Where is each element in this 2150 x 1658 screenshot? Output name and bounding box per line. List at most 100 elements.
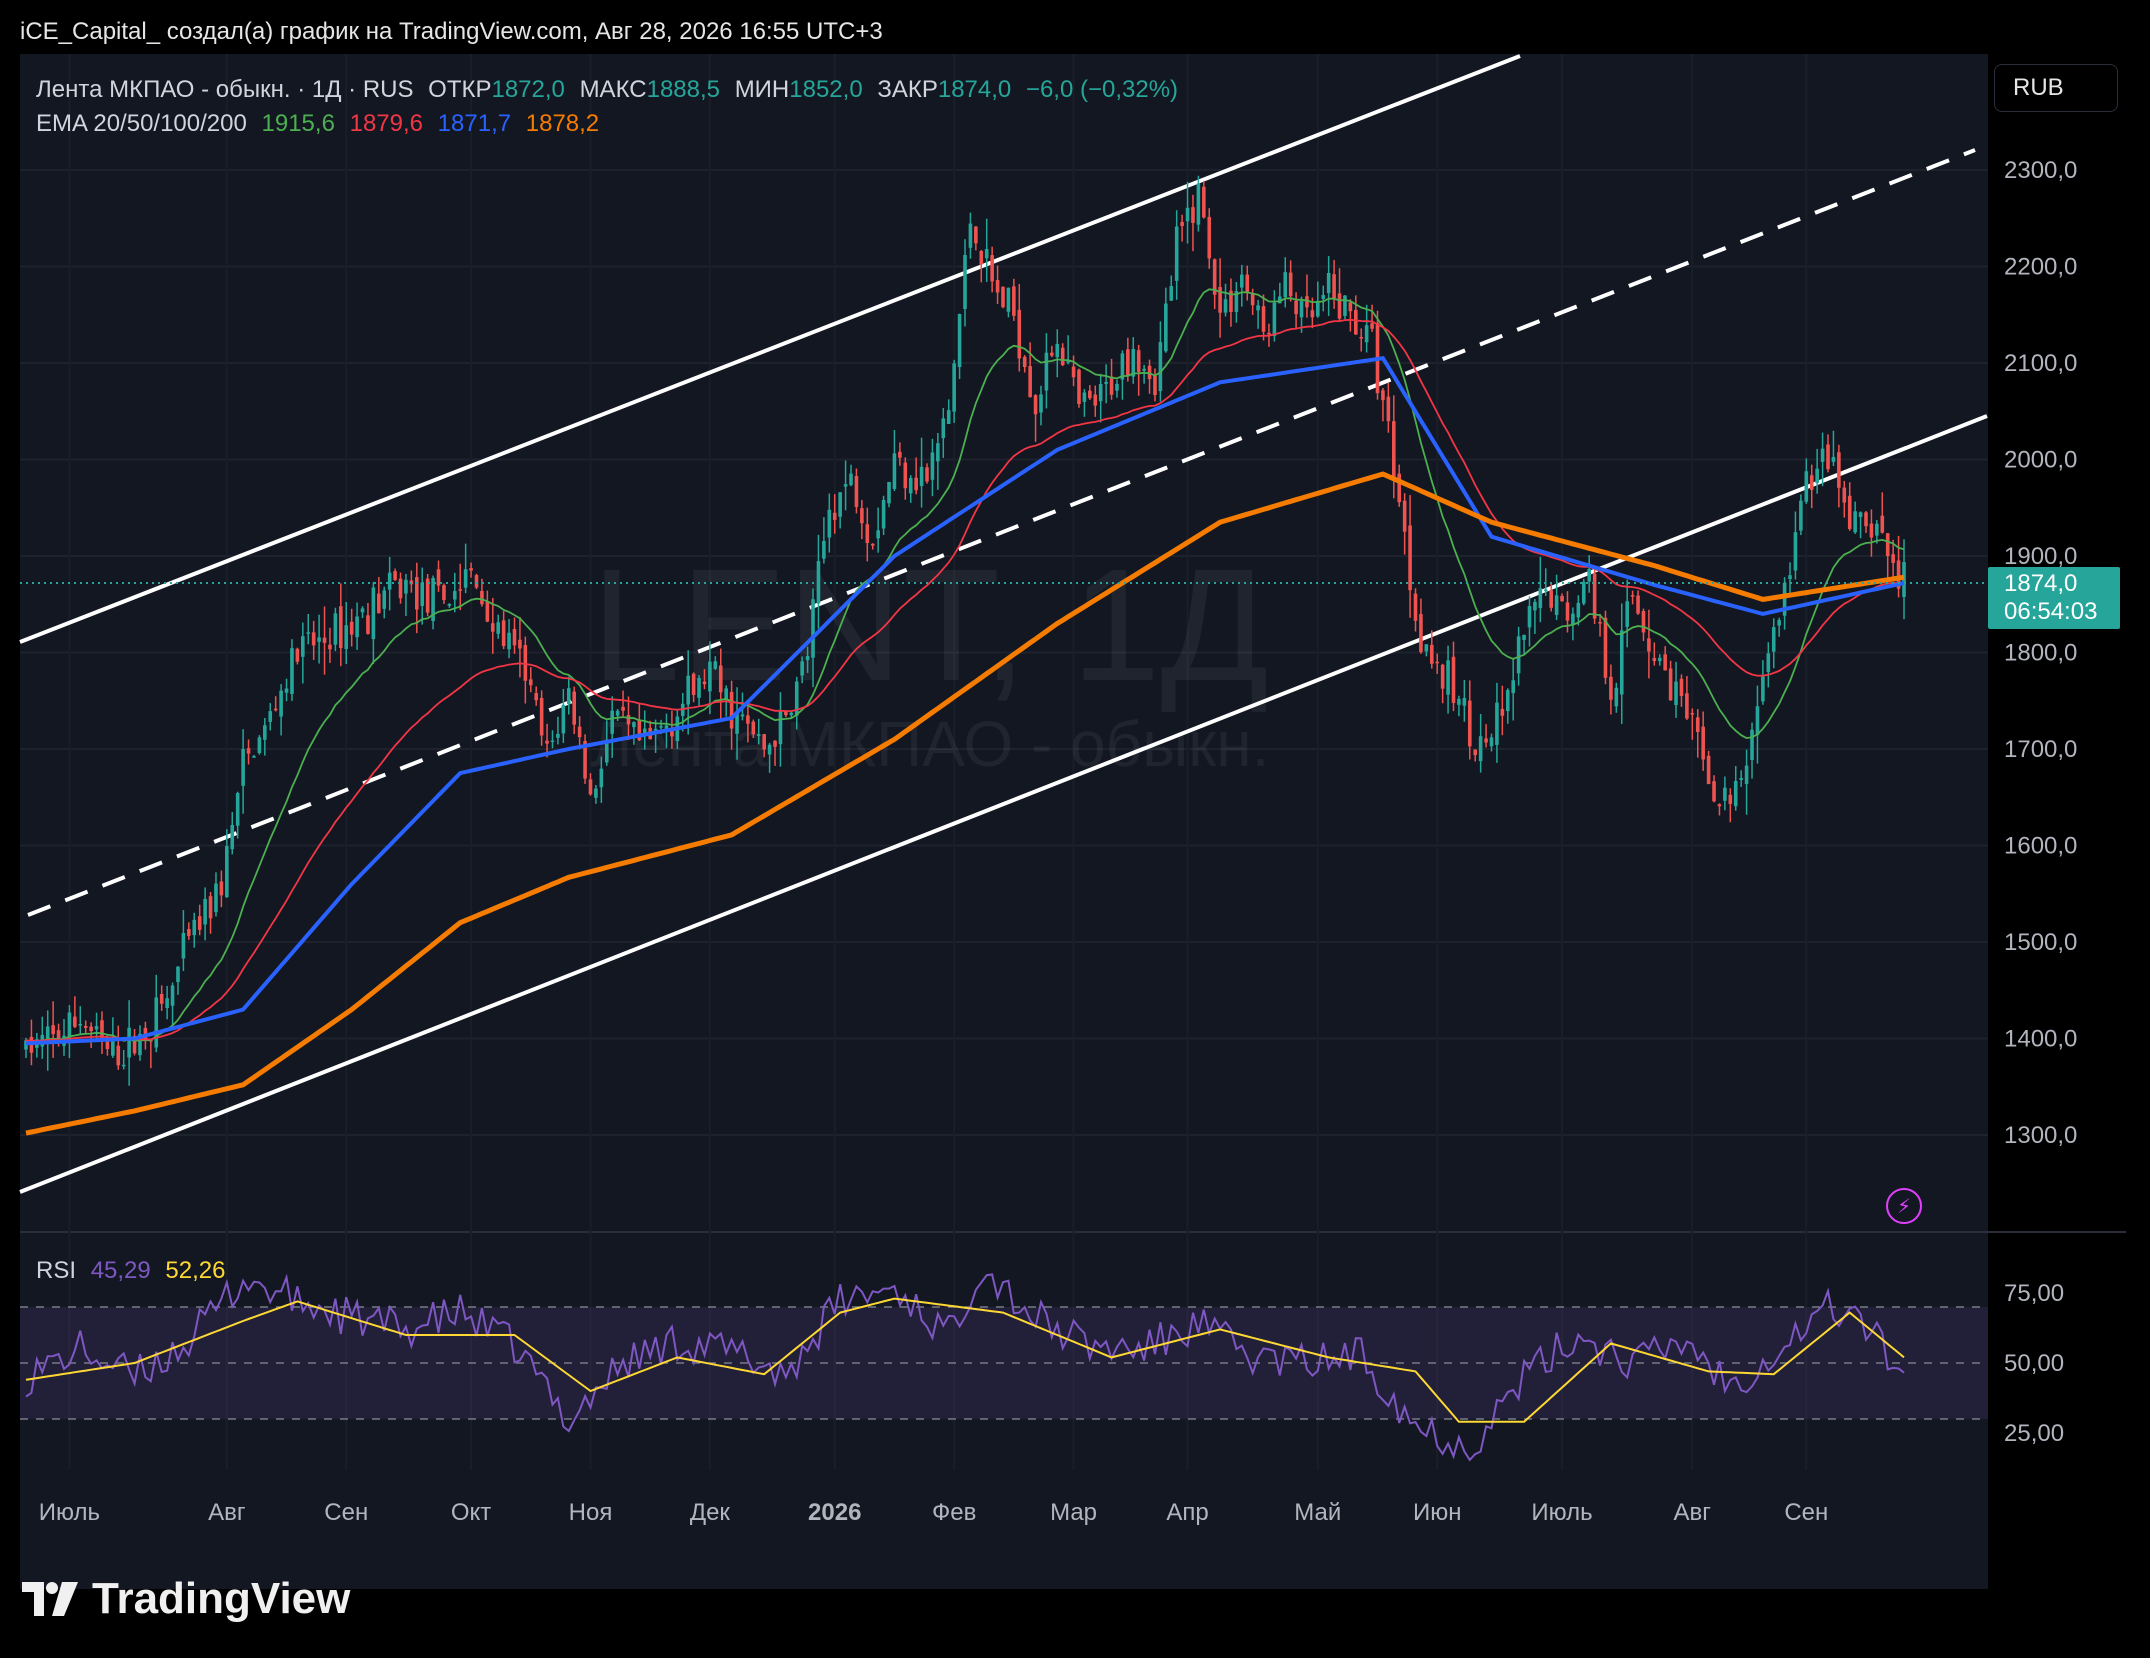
candle-body — [1126, 349, 1130, 377]
rsi-tick-label: 50,00 — [2004, 1350, 2064, 1377]
candle-body — [1451, 656, 1456, 703]
trend-channel[interactable] — [19, 54, 1988, 1194]
candle-body — [431, 577, 435, 622]
candle-body — [577, 726, 582, 738]
time-tick-label: Авг — [208, 1499, 246, 1526]
candle-body — [1153, 375, 1157, 396]
candle-body — [1837, 452, 1841, 488]
last-price-value: 1874,0 — [2004, 570, 2078, 597]
candle-body — [1104, 381, 1108, 384]
candle-body — [870, 543, 875, 546]
candle-body — [1440, 664, 1445, 689]
candle-body — [1793, 532, 1798, 571]
candle-body — [252, 756, 256, 758]
rsi-tick-label: 75,00 — [2004, 1280, 2064, 1307]
candle-body — [1370, 323, 1374, 329]
candle-body — [154, 997, 159, 1048]
rsi-legend[interactable]: RSI 45,29 52,26 — [36, 1257, 225, 1285]
candle-body — [279, 690, 283, 717]
candle-body — [121, 1064, 126, 1067]
candle-body — [1337, 293, 1342, 319]
candle-body — [610, 710, 614, 734]
candle-body — [822, 541, 826, 559]
candle-body — [1701, 726, 1705, 760]
candle-body — [588, 779, 593, 795]
time-axis: Июль Авг Сен Окт Ноя Дек 2026 Фев Мар Апр Май Июн Ию… — [39, 1499, 1828, 1526]
candle-body — [865, 524, 870, 543]
high-value: 1888,5 — [646, 76, 721, 103]
candle-body — [1028, 366, 1032, 398]
candle-body — [811, 599, 815, 658]
candle-body — [1847, 495, 1852, 530]
ema-legend[interactable]: EMA 20/50/100/200 1915,6 1879,6 1871,7 1… — [36, 110, 599, 138]
watermark-name: Лента МКПАО - обыкн. — [591, 708, 1270, 780]
candle-body — [1343, 295, 1347, 317]
candle-body — [1864, 512, 1868, 527]
candle-body — [1641, 611, 1646, 633]
candle-body — [1484, 738, 1488, 743]
candle-body — [832, 512, 837, 520]
candle-body — [1267, 332, 1271, 335]
candle-body — [306, 632, 311, 634]
candle-body — [311, 632, 316, 646]
brand-name: TradingView — [92, 1574, 351, 1623]
candle-body — [545, 740, 549, 744]
time-tick-label: Мар — [1050, 1499, 1097, 1526]
candle-body — [746, 715, 750, 724]
candle-body — [528, 679, 533, 686]
candle-body — [1223, 299, 1228, 313]
candle-body — [45, 1026, 50, 1042]
candle-body — [1549, 590, 1553, 608]
candle-body — [1397, 473, 1402, 503]
candle-body — [1695, 717, 1700, 733]
candle-body — [1381, 390, 1385, 401]
channel-middle-line — [27, 148, 1976, 917]
candle-body — [762, 734, 766, 750]
candle-body — [1587, 569, 1591, 582]
grid-lines — [20, 54, 1988, 1470]
tradingview-logo: TradingView — [22, 1574, 350, 1624]
candle-body — [458, 589, 463, 591]
candle-body — [1630, 595, 1635, 597]
lightning-icon[interactable]: ⚡ — [1886, 1188, 1922, 1224]
candle-body — [1174, 226, 1179, 281]
candle-body — [1478, 736, 1483, 762]
candle-body — [849, 473, 853, 486]
open-value: 1872,0 — [491, 76, 565, 103]
candle-body — [1717, 804, 1722, 807]
ema20-value: 1915,6 — [261, 110, 335, 137]
candle-body — [941, 418, 946, 439]
candle-body — [968, 223, 973, 248]
price-tick-label: 2000,0 — [2004, 447, 2077, 474]
candle-body — [1592, 573, 1597, 619]
candle-body — [539, 697, 544, 736]
candle-body — [583, 741, 587, 779]
candle-body — [83, 1025, 88, 1028]
candle-body — [246, 748, 251, 754]
candle-body — [903, 462, 908, 489]
candle-body — [485, 601, 490, 622]
candle-body — [1560, 595, 1564, 602]
candle-body — [1538, 588, 1543, 608]
candle-body — [1202, 186, 1206, 218]
candle-body — [398, 578, 403, 599]
low-value: 1852,0 — [789, 76, 863, 103]
candle-body — [708, 661, 712, 692]
candle-body — [756, 734, 761, 736]
price-tick-label: 1900,0 — [2004, 543, 2077, 570]
candle-body — [1761, 675, 1765, 702]
candle-body — [974, 226, 978, 244]
candle-body — [1218, 286, 1222, 313]
candle-body — [1663, 654, 1667, 671]
candle-body — [604, 739, 609, 763]
candle-body — [1212, 259, 1217, 295]
candle-body — [946, 410, 951, 424]
candle-body — [1391, 421, 1396, 477]
currency-button[interactable]: RUB — [1994, 64, 2118, 112]
candle-body — [1652, 658, 1657, 662]
price-tick-label: 2100,0 — [2004, 350, 2077, 377]
price-tick-label: 2200,0 — [2004, 254, 2077, 281]
price-tick-label: 1300,0 — [2004, 1122, 2077, 1149]
candle-body — [1283, 272, 1288, 298]
